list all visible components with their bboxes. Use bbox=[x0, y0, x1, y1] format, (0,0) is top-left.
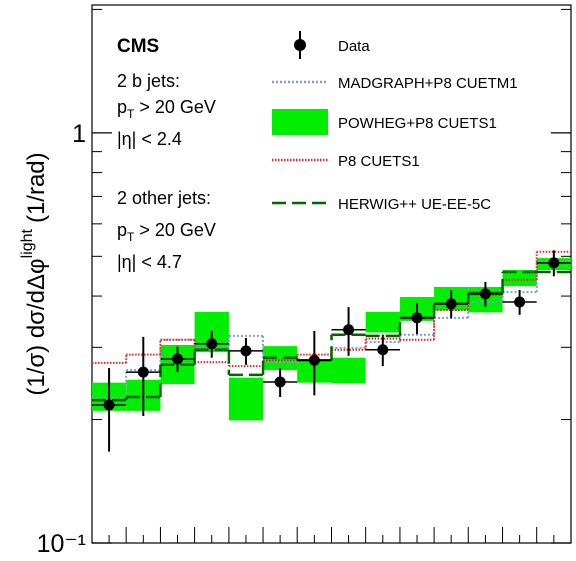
annotation: |η| < 2.4 bbox=[117, 129, 182, 149]
annotation: pT > 20 GeV bbox=[117, 220, 216, 244]
legend-label: MADGRAPH+P8 CUETM1 bbox=[338, 75, 518, 92]
y-axis-label: (1/σ) dσ/dΔφlight (1/rad) bbox=[19, 152, 50, 395]
annotation-rest: > 20 GeV bbox=[134, 220, 216, 240]
data-point bbox=[514, 296, 526, 308]
annotation: |η| < 4.7 bbox=[117, 252, 182, 272]
band bbox=[502, 270, 537, 287]
y-label-sup: light bbox=[19, 228, 36, 258]
annotation: pT > 20 GeV bbox=[117, 97, 216, 121]
annotation: 2 b jets: bbox=[117, 71, 180, 91]
legend-marker bbox=[294, 39, 306, 51]
annotation-sub: T bbox=[127, 107, 135, 121]
experiment-label: CMS bbox=[117, 36, 159, 57]
annotation-text: CMS bbox=[117, 36, 159, 57]
annotation-text: |η| < 4.7 bbox=[117, 252, 182, 272]
legend-label: HERWIG++ UE-EE-5C bbox=[338, 196, 491, 213]
data-point bbox=[308, 354, 320, 366]
band bbox=[331, 357, 366, 384]
annotation-sub: T bbox=[127, 230, 135, 244]
y-label-unit: (1/rad) bbox=[23, 152, 50, 223]
data-point bbox=[411, 312, 423, 324]
data-point bbox=[103, 399, 115, 411]
annotation-text: 2 other jets: bbox=[117, 188, 211, 208]
annotation-text: p bbox=[117, 97, 127, 117]
y-tick-label: 10⁻¹ bbox=[37, 530, 86, 558]
legend-label: Data bbox=[338, 38, 370, 55]
legend-label: P8 CUETS1 bbox=[338, 153, 420, 170]
y-tick-label: 1 bbox=[72, 120, 86, 148]
annotation-rest: > 20 GeV bbox=[134, 97, 216, 117]
data-point bbox=[137, 366, 149, 378]
band bbox=[228, 377, 264, 421]
data-point bbox=[206, 338, 218, 350]
legend-label: POWHEG+P8 CUETS1 bbox=[338, 115, 497, 132]
data-point bbox=[343, 324, 355, 336]
data-point bbox=[548, 257, 560, 269]
data-point bbox=[479, 288, 491, 300]
legend-marker bbox=[272, 109, 328, 135]
band bbox=[365, 311, 400, 333]
data-point bbox=[240, 345, 252, 357]
annotation-text: p bbox=[117, 220, 127, 240]
data-point bbox=[172, 353, 184, 365]
data-point bbox=[274, 376, 286, 388]
data-point bbox=[445, 298, 457, 310]
data-point bbox=[377, 344, 389, 356]
y-label-main: (1/σ) dσ/dΔφ bbox=[23, 258, 50, 395]
annotation: 2 other jets: bbox=[117, 188, 211, 208]
annotation-text: 2 b jets: bbox=[117, 71, 180, 91]
annotation-text: |η| < 2.4 bbox=[117, 129, 182, 149]
band bbox=[263, 346, 298, 371]
